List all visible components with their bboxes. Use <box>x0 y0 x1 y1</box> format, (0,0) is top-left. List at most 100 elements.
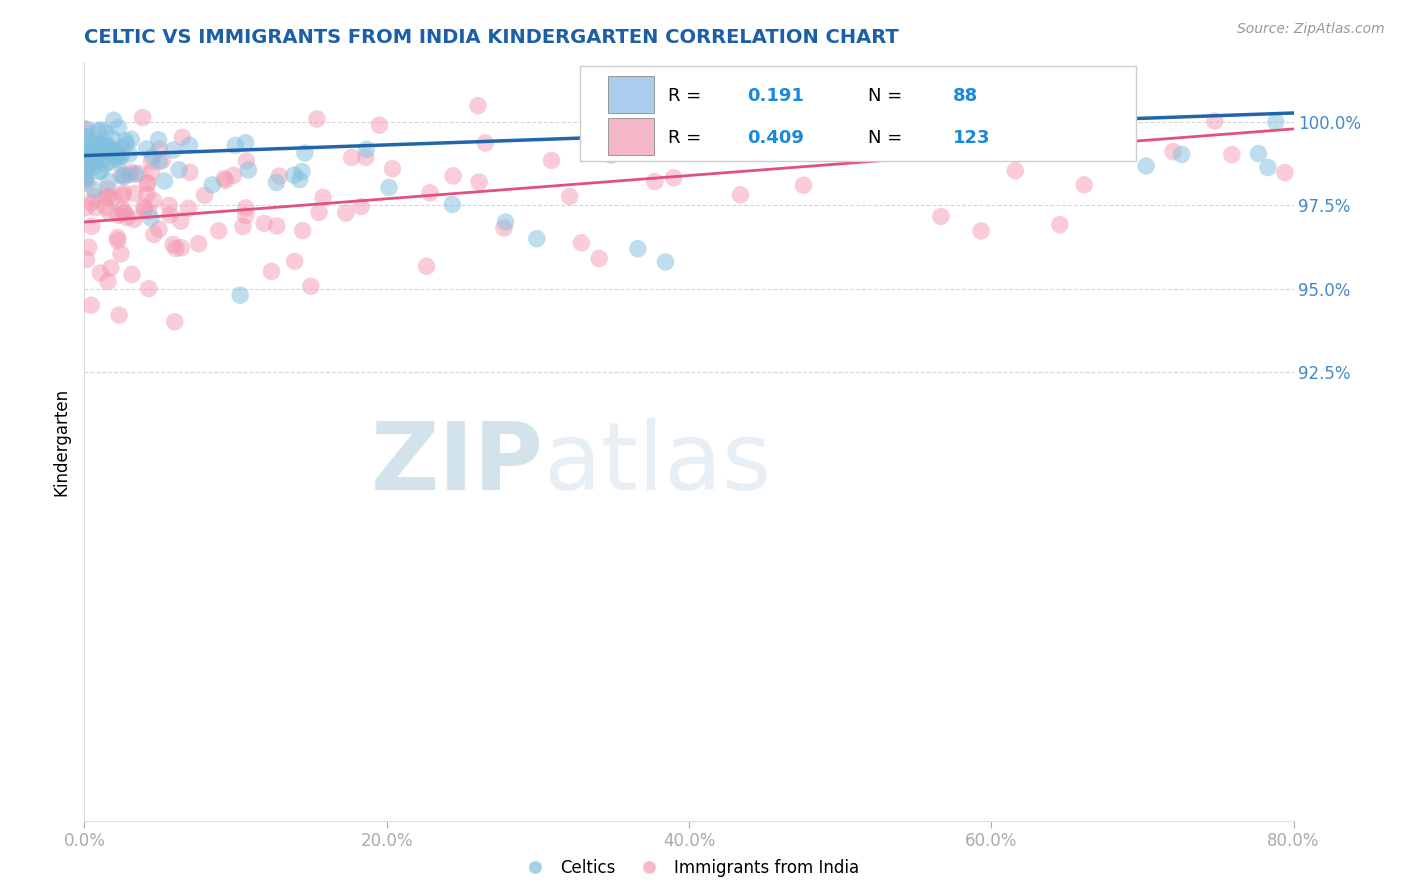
Point <box>474 136 496 150</box>
Point <box>111 141 134 155</box>
Point <box>104 144 127 158</box>
Point <box>222 169 245 183</box>
Point <box>1170 147 1192 161</box>
Point <box>136 177 159 191</box>
Point <box>94 126 117 140</box>
Point <box>122 212 145 227</box>
Point <box>103 145 125 159</box>
Point <box>80 195 103 210</box>
Point <box>1204 114 1226 128</box>
Point <box>943 129 966 144</box>
Point <box>179 165 201 179</box>
Point <box>148 133 170 147</box>
Text: R =: R = <box>668 87 702 105</box>
Point <box>87 146 110 161</box>
Point <box>134 202 156 216</box>
Point <box>350 200 373 214</box>
Point <box>792 178 814 193</box>
Point <box>135 187 157 202</box>
Point <box>335 206 357 220</box>
Point <box>97 175 120 189</box>
Point <box>201 178 224 192</box>
Point <box>77 240 100 254</box>
Point <box>75 171 97 186</box>
Point <box>112 168 135 182</box>
Text: CELTIC VS IMMIGRANTS FROM INDIA KINDERGARTEN CORRELATION CHART: CELTIC VS IMMIGRANTS FROM INDIA KINDERGA… <box>84 28 898 47</box>
Point <box>76 177 98 191</box>
Point <box>142 149 165 163</box>
Point <box>84 136 107 151</box>
Point <box>97 190 120 204</box>
Point <box>796 105 818 120</box>
Point <box>84 151 107 165</box>
Point <box>340 151 363 165</box>
Point <box>558 189 581 203</box>
Point <box>124 186 146 201</box>
Point <box>75 169 97 184</box>
Point <box>260 264 283 278</box>
FancyBboxPatch shape <box>581 66 1136 161</box>
Point <box>80 219 103 234</box>
Point <box>735 119 758 133</box>
Point <box>170 241 193 255</box>
Point <box>87 124 110 138</box>
Point <box>308 205 330 219</box>
Point <box>312 190 335 204</box>
Point <box>212 171 235 186</box>
Point <box>94 157 117 171</box>
Point <box>540 153 562 168</box>
Point <box>266 219 288 233</box>
Point <box>111 202 134 217</box>
Point <box>108 308 131 322</box>
Y-axis label: Kindergarten: Kindergarten <box>52 387 70 496</box>
Text: 123: 123 <box>952 129 990 147</box>
Point <box>83 149 105 163</box>
Point <box>356 142 378 156</box>
Point <box>76 163 98 178</box>
Point <box>157 198 180 212</box>
Point <box>162 143 184 157</box>
Point <box>84 140 107 154</box>
Point <box>165 242 187 256</box>
Text: N =: N = <box>868 129 903 147</box>
Point <box>214 173 236 187</box>
Point <box>730 187 752 202</box>
Point <box>75 159 97 173</box>
Point <box>132 200 155 214</box>
Point <box>467 98 489 112</box>
Point <box>1135 159 1157 173</box>
Point <box>238 163 260 178</box>
Point <box>305 112 328 126</box>
Point <box>153 174 176 188</box>
Point <box>103 113 125 128</box>
Point <box>112 169 135 184</box>
Point <box>100 154 122 169</box>
Point <box>441 169 464 183</box>
Point <box>662 170 685 185</box>
Point <box>1247 146 1270 161</box>
Point <box>100 260 122 275</box>
Point <box>266 176 288 190</box>
Point <box>415 260 437 274</box>
Point <box>120 165 142 179</box>
Point <box>75 173 97 187</box>
Point <box>75 129 97 144</box>
Point <box>977 137 1000 152</box>
Point <box>118 168 141 182</box>
Point <box>115 137 138 152</box>
Point <box>89 266 111 280</box>
Point <box>835 128 858 142</box>
Point <box>148 142 170 156</box>
Point <box>141 154 163 169</box>
Point <box>96 139 118 153</box>
Point <box>91 152 114 166</box>
Point <box>368 118 391 132</box>
Point <box>600 148 623 162</box>
Point <box>381 161 404 176</box>
Point <box>98 205 121 219</box>
Point <box>167 162 190 177</box>
Point <box>96 142 118 156</box>
Point <box>107 230 129 244</box>
Point <box>1220 147 1243 161</box>
Point <box>75 140 97 154</box>
